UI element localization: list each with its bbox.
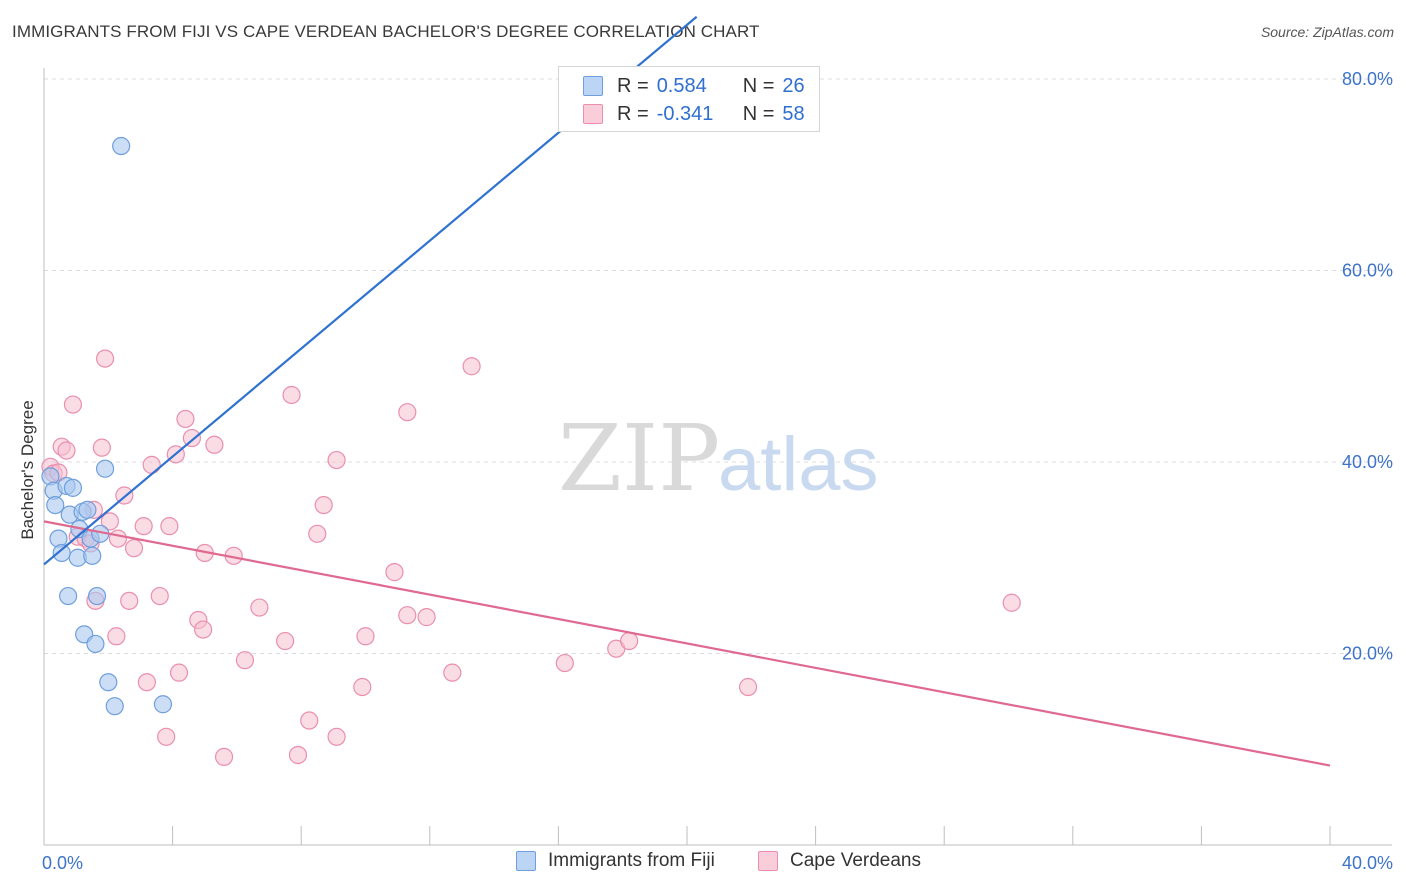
legend-fiji-r-value: 0.584 (656, 74, 707, 97)
legend-cape-n-value: 58 (782, 102, 805, 125)
cape-point-14 (107, 627, 126, 646)
legend-cape-n-label: N = (742, 102, 775, 125)
y-tick-label-60: 60.0% (1342, 261, 1393, 281)
cape-verdeans-points (41, 349, 1021, 767)
cape-point-44 (327, 727, 346, 746)
cape-point-55 (620, 631, 639, 651)
fiji-point-21 (105, 697, 124, 716)
cape-point-33 (214, 747, 234, 767)
cape-point-27 (176, 409, 195, 429)
watermark-atlas: atlas (718, 422, 879, 507)
fiji-point-6 (59, 586, 78, 606)
fiji-point-17 (87, 586, 107, 606)
bottom-legend-cape: Cape Verdeans (758, 850, 921, 872)
cape-point-57 (1002, 593, 1021, 612)
cape-point-40 (300, 711, 319, 730)
fiji-point-19 (95, 459, 115, 478)
fiji-point-4 (52, 543, 71, 563)
cape-point-38 (282, 385, 301, 405)
cape-point-28 (182, 428, 201, 448)
cape-point-51 (443, 663, 462, 682)
cape-point-37 (276, 631, 295, 651)
bottom-cape-label: Cape Verdeans (790, 850, 921, 871)
cape-point-17 (120, 591, 139, 610)
cape-point-36 (250, 598, 269, 617)
fiji-swatch (583, 76, 603, 96)
x-tick-label-max: 40.0% (1342, 853, 1393, 873)
fiji-point-16 (86, 634, 105, 654)
cape-point-52 (462, 357, 481, 376)
tick-labels: 20.0% 40.0% 60.0% 80.0% 0.0% 40.0% (42, 69, 1393, 873)
cape-point-26 (169, 663, 189, 682)
bottom-fiji-swatch (516, 851, 536, 871)
cape-point-42 (314, 495, 333, 515)
stats-legend: R = 0.584 N = 26 R = -0.341 N = 58 (558, 66, 820, 132)
cape-point-53 (555, 653, 574, 673)
fiji-point-22 (112, 136, 131, 156)
legend-fiji-n-value: 26 (782, 74, 805, 97)
bottom-cape-swatch (758, 851, 778, 871)
cape-point-48 (398, 606, 417, 625)
cape-point-47 (385, 563, 404, 582)
cape-point-50 (417, 608, 436, 627)
cape-point-12 (95, 349, 115, 368)
cape-point-20 (137, 673, 156, 692)
cape-point-13 (100, 512, 120, 531)
cape-point-43 (327, 450, 346, 470)
legend-fiji-n-label: N = (742, 74, 775, 97)
y-axis-label: Bachelor's Degree (18, 400, 37, 540)
bottom-fiji-label: Immigrants from Fiji (548, 850, 715, 871)
fiji-point-2 (46, 495, 65, 515)
fiji-point-13 (78, 500, 97, 519)
cape-point-22 (150, 586, 169, 606)
legend-row-cape: R = -0.341 N = 58 (583, 101, 805, 127)
fiji-point-8 (63, 478, 83, 497)
cape-point-24 (160, 517, 179, 536)
cape-point-18 (124, 539, 144, 558)
cape-point-5 (63, 395, 83, 414)
fiji-point-20 (99, 673, 118, 692)
cape-point-23 (157, 727, 176, 746)
y-tick-label-80: 80.0% (1342, 69, 1393, 89)
axes (43, 68, 1392, 846)
cape-point-32 (205, 435, 224, 454)
y-tick-label-40: 40.0% (1342, 452, 1393, 472)
source-credit: Source: ZipAtlas.com (1260, 24, 1394, 40)
cape-point-46 (356, 627, 375, 646)
x-tick-label-min: 0.0% (42, 853, 83, 873)
cape-point-35 (235, 651, 255, 670)
cape-swatch (583, 104, 603, 124)
cape-point-15 (108, 529, 128, 548)
cape-point-41 (308, 524, 327, 543)
cape-trendline (43, 520, 1331, 767)
cape-point-39 (288, 745, 308, 765)
chart-title: IMMIGRANTS FROM FIJI VS CAPE VERDEAN BAC… (12, 22, 760, 41)
cape-point-56 (738, 677, 758, 697)
legend-cape-r-value: -0.341 (656, 102, 714, 125)
fiji-point-23 (153, 695, 173, 714)
cape-point-49 (398, 403, 417, 422)
cape-point-21 (142, 455, 161, 474)
y-tick-label-20: 20.0% (1342, 644, 1393, 664)
fiji-point-15 (83, 546, 102, 565)
cape-point-45 (353, 677, 372, 697)
cape-point-30 (194, 620, 213, 639)
bottom-legend-fiji: Immigrants from Fiji (516, 850, 715, 872)
gridlines (44, 78, 1392, 654)
watermark: ZIP atlas (558, 405, 879, 512)
cape-point-19 (134, 517, 153, 536)
cape-point-11 (92, 438, 111, 457)
legend-cape-r-label: R = (617, 102, 649, 125)
cape-point-4 (57, 441, 76, 460)
watermark-zip: ZIP (558, 405, 720, 512)
legend-fiji-r-label: R = (617, 74, 649, 97)
legend-row-fiji: R = 0.584 N = 26 (583, 73, 805, 99)
